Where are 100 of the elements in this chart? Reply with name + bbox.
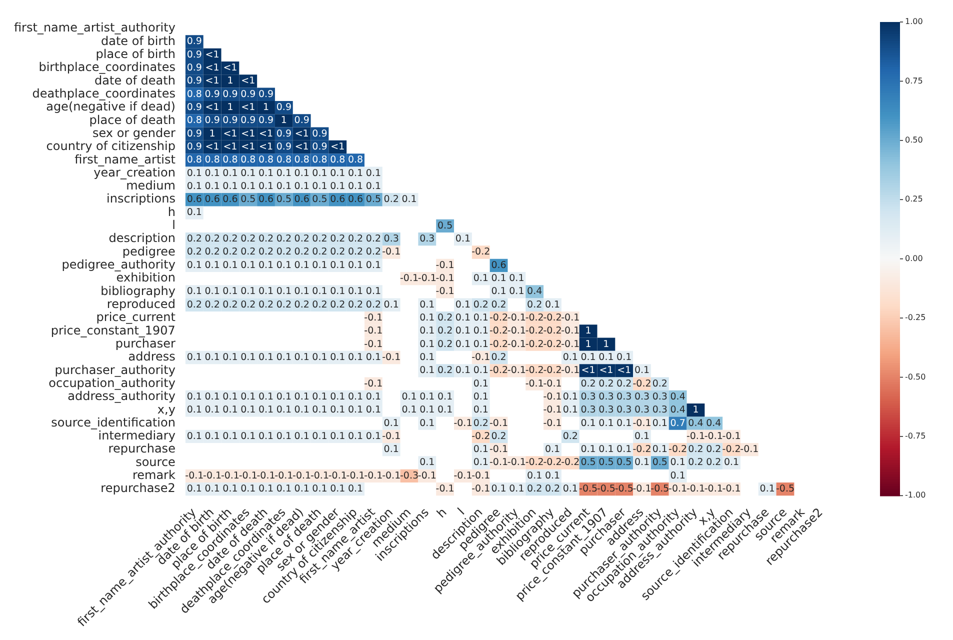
data-label: -0.5 <box>776 484 795 495</box>
data-label: -0.1 <box>507 365 526 376</box>
data-label: 0.2 <box>384 194 399 206</box>
data-label: 0.1 <box>312 168 328 179</box>
data-label: 0.9 <box>204 88 220 100</box>
data-label: <1 <box>205 102 220 113</box>
data-label: 0.2 <box>366 299 381 310</box>
data-label: 0.1 <box>330 391 346 402</box>
data-label: -0.1 <box>490 457 508 468</box>
y-tick-label: h <box>168 204 176 219</box>
data-label: 1 <box>227 76 234 87</box>
data-label: 0.2 <box>276 299 292 310</box>
data-label: 0.6 <box>294 194 310 206</box>
data-label: 0.2 <box>330 246 346 258</box>
data-label: 0.8 <box>312 154 328 166</box>
color-bar-label: -0.25 <box>905 313 926 322</box>
data-label: 0.1 <box>402 194 417 206</box>
data-label: 0.2 <box>222 299 238 310</box>
data-label: 0.1 <box>473 378 488 390</box>
data-label: 0.3 <box>616 391 632 402</box>
data-label: 0.5 <box>240 194 256 206</box>
data-label: 0.1 <box>491 484 506 495</box>
data-label: 0.1 <box>186 391 202 402</box>
data-label: <1 <box>223 128 238 140</box>
data-label: 0.1 <box>598 444 614 456</box>
data-label: 0.1 <box>186 260 202 271</box>
data-label: 0.1 <box>652 444 668 456</box>
data-label: 0.1 <box>348 180 364 192</box>
data-label: 0.1 <box>276 430 292 442</box>
data-label: 0.3 <box>652 391 668 402</box>
data-label: -0.1 <box>561 326 580 337</box>
data-label: -0.2 <box>490 338 508 350</box>
data-label: 0.9 <box>240 88 256 100</box>
data-label: 0.8 <box>240 154 256 166</box>
data-label: 0.1 <box>276 260 292 271</box>
data-label: 0.1 <box>670 457 686 468</box>
data-label: 0.1 <box>186 207 202 218</box>
data-label: 0.8 <box>276 154 292 166</box>
data-label: -0.1 <box>328 470 347 482</box>
data-label: 0.1 <box>204 404 220 416</box>
data-label: -0.1 <box>561 365 580 376</box>
y-tick-label: pedigree_authority <box>62 258 176 272</box>
color-bar-label: -0.50 <box>905 372 926 382</box>
data-label: 0.1 <box>240 391 256 402</box>
data-label: 0.9 <box>312 141 328 152</box>
data-label: 0.1 <box>312 286 328 298</box>
data-label: 0.1 <box>348 430 364 442</box>
y-tick-label: purchaser_authority <box>54 362 176 377</box>
data-label: 0.2 <box>598 378 614 390</box>
data-label: -0.1 <box>704 430 723 442</box>
data-label: 0.9 <box>294 115 310 126</box>
data-label: 0.8 <box>294 154 310 166</box>
data-label: -0.1 <box>722 484 741 495</box>
y-tick-label: x,y <box>157 402 176 416</box>
data-label: 0.1 <box>402 391 417 402</box>
data-label: 0.1 <box>366 286 381 298</box>
data-label: 0.1 <box>258 286 274 298</box>
y-tick-label: place of birth <box>96 47 176 62</box>
data-label: 0.1 <box>186 484 202 495</box>
data-label: 0.1 <box>348 484 364 495</box>
color-bar-label: 0.00 <box>905 254 923 263</box>
y-tick-label: address <box>128 350 176 364</box>
data-label: 0.1 <box>616 418 632 429</box>
data-label: 0.1 <box>670 470 686 482</box>
data-label: -0.1 <box>668 484 688 495</box>
y-tick-label: sex or gender <box>92 126 176 140</box>
data-label: 0.1 <box>258 430 274 442</box>
data-label: 0.8 <box>186 154 202 166</box>
data-label: 0.3 <box>616 404 632 416</box>
data-label: 0.2 <box>330 234 346 245</box>
data-label: 0.1 <box>455 299 471 310</box>
data-label: -0.2 <box>543 326 562 337</box>
data-label: 0.9 <box>186 128 202 140</box>
data-label: 0.1 <box>420 365 435 376</box>
data-label: 0.1 <box>330 404 346 416</box>
data-label: 0.2 <box>652 378 668 390</box>
data-label: 0.9 <box>258 88 274 100</box>
y-tick-label: address_authority <box>68 389 176 404</box>
data-label: -0.1 <box>454 470 472 482</box>
data-label: 0.4 <box>527 286 542 298</box>
data-label: 0.1 <box>724 457 740 468</box>
data-label: 1 <box>603 338 610 350</box>
data-label: 1 <box>692 404 699 416</box>
data-label: 0.1 <box>294 260 310 271</box>
data-label: 0.1 <box>455 338 471 350</box>
y-tick-label: bibliography <box>100 284 176 298</box>
data-label: 1 <box>585 338 592 350</box>
data-label: 0.6 <box>348 194 364 206</box>
data-label: 0.1 <box>366 391 381 402</box>
data-label: -0.1 <box>543 378 562 390</box>
data-label: 0.8 <box>258 154 274 166</box>
data-label: 0.2 <box>276 234 292 245</box>
color-bar-label: 1.00 <box>905 17 923 26</box>
data-label: 0.2 <box>562 430 578 442</box>
data-label: 0.8 <box>186 88 202 100</box>
y-tick-label: repurchase <box>108 442 176 456</box>
data-label: -0.2 <box>543 457 562 468</box>
data-label: -0.1 <box>364 470 383 482</box>
y-tick-label: place of death <box>89 112 176 127</box>
y-tick-label: occupation_authority <box>48 376 176 390</box>
